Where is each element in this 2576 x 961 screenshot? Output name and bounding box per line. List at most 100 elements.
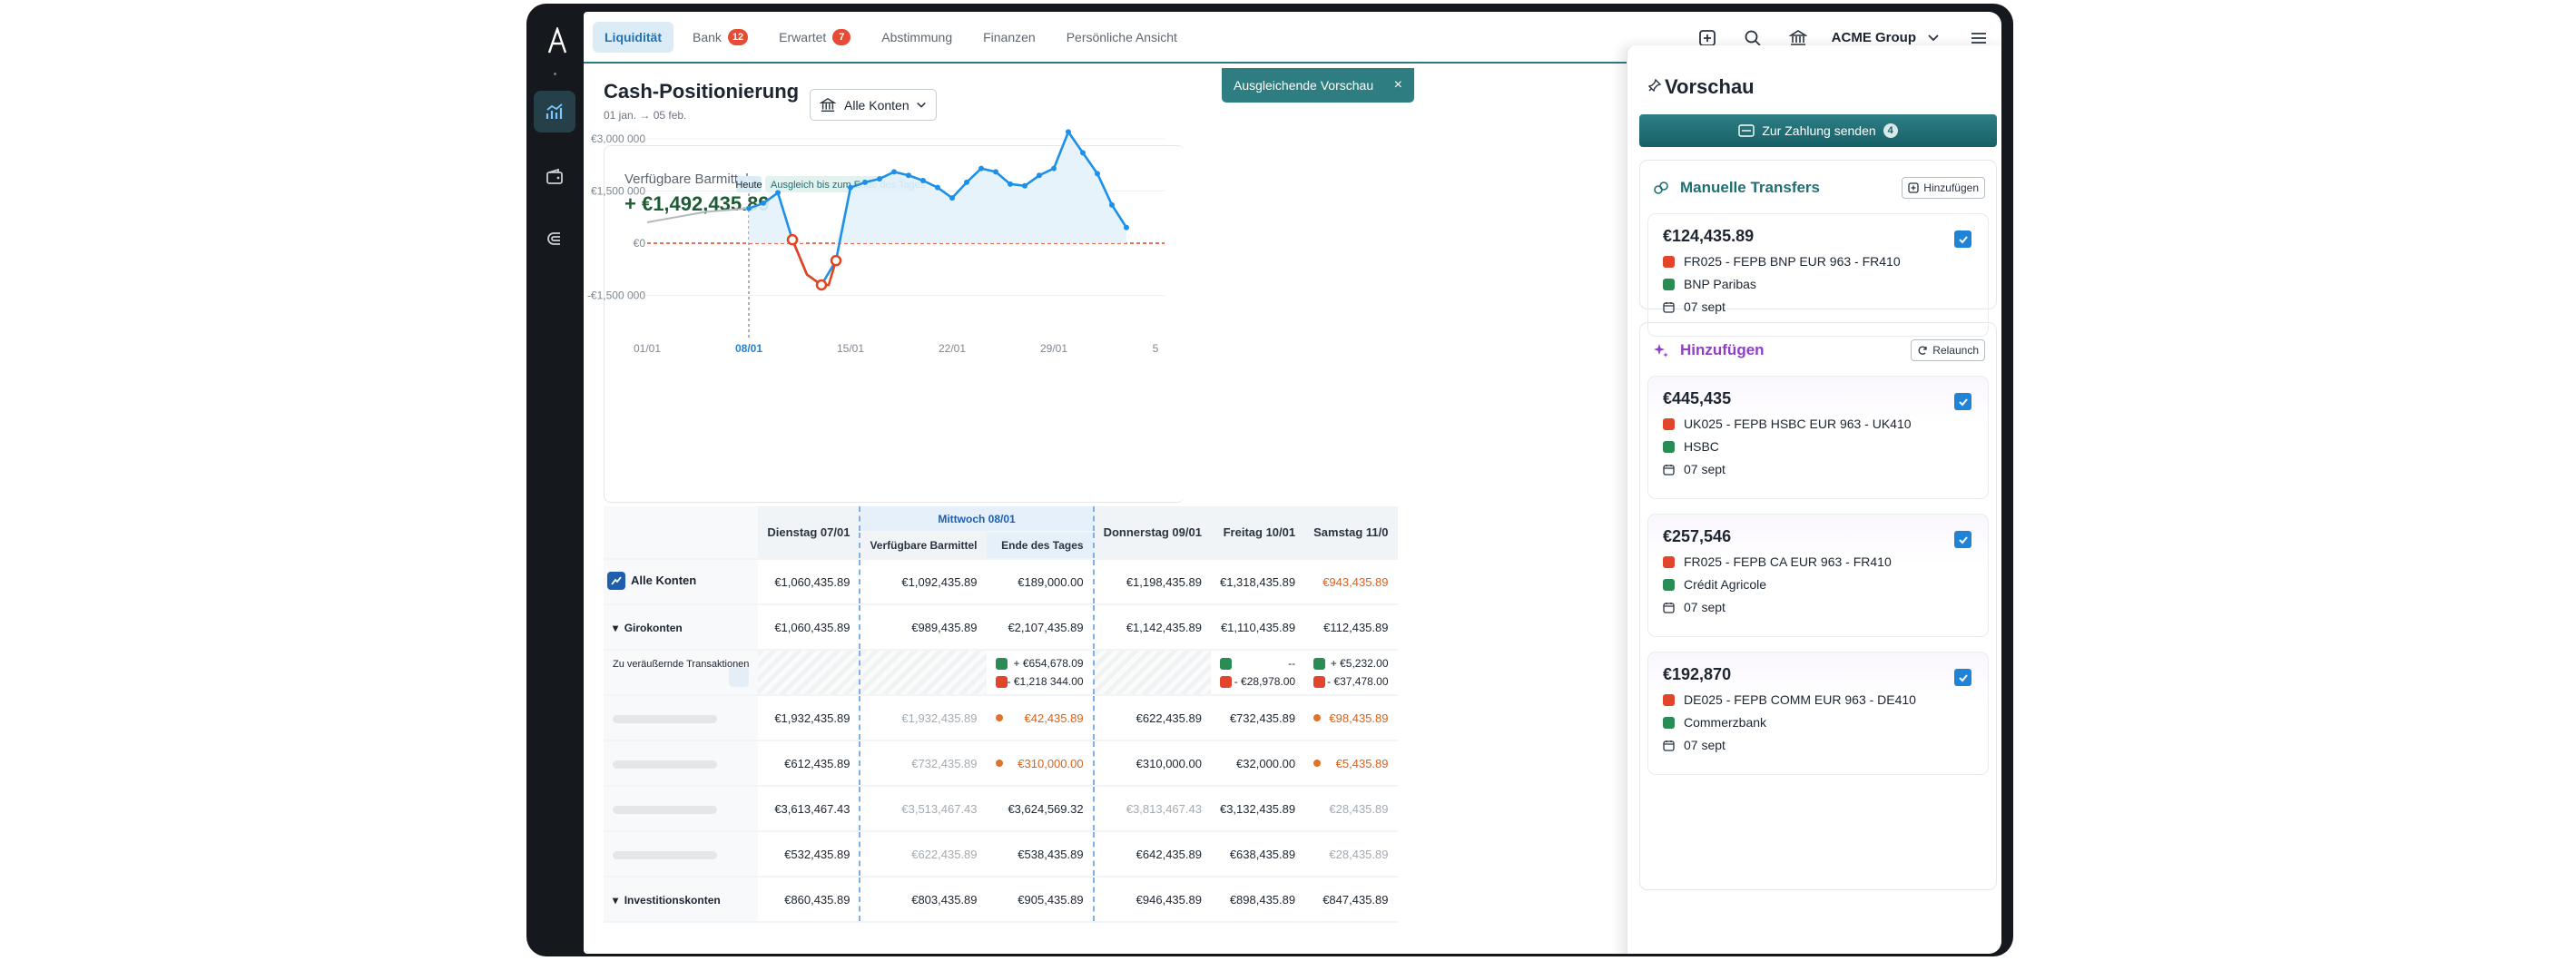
tab-persoenliche-ansicht[interactable]: Persönliche Ansicht [1055,22,1189,53]
relaunch-button[interactable]: Relaunch [1911,339,1985,361]
negative-point [815,279,828,291]
suggested-transfer-card[interactable]: €445,435 UK025 - FEPB HSBC EUR 963 - UK41… [1647,376,1989,499]
table-row[interactable]: €3,613,467.43 €3,513,467.43 €3,624,569.32 €… [604,786,1474,832]
column-header: Dienstag 07/01 [758,506,860,560]
table-cell: €1,110,435.89 [1210,604,1305,651]
cash-line-chart[interactable]: €3,000 000 €1,500 000 €0 -€1,500 000 01/01 08… [584,12,1627,520]
rail-liquidity-button[interactable] [534,91,575,132]
table-cell: €3,813,467.43 [1093,786,1211,832]
forecast-area [749,132,1126,243]
pin-button[interactable] [1643,74,1667,97]
data-point [848,184,853,191]
table-cell: €642,435.89 [1093,831,1211,878]
table-cell: €2,107,435.89 [986,604,1095,651]
transfer-icon [1654,181,1668,194]
y-tick-label: -€1,500 000 [587,289,645,302]
row-label: Alle Konten [604,559,759,605]
side-rail [526,4,584,956]
org-switcher[interactable]: ACME Group [1832,30,1940,45]
row-label[interactable]: ▾ Girokonten [604,604,759,651]
table-row[interactable]: ▾ Investitionskonten €860,435.89 €803,435.… [604,877,1474,923]
table-cell: €1,932,435.89 [758,695,860,741]
table-cell: €32,000.00 [1210,740,1305,787]
tab-bank[interactable]: Bank 12 [681,22,760,53]
checkbox[interactable] [1954,669,1971,686]
suggested-transfers-section: Hinzufügen Relaunch €445,435 UK025 - FEPB… [1639,322,1997,890]
close-icon[interactable]: × [1393,77,1402,93]
table-cell: €3,132,435.89 [1210,786,1305,832]
checkbox[interactable] [1954,230,1971,248]
add-transfer-button[interactable]: Hinzufügen [1902,177,1985,199]
bank-button[interactable] [1783,23,1814,54]
table-row[interactable]: ▾ Girokonten €1,060,435.89 €989,435.89 €2,1… [604,604,1474,651]
suggested-transfer-card[interactable]: €257,546 FR025 - FEPB CA EUR 963 - FR410 C… [1647,514,1989,637]
today-label: Heute [735,180,762,191]
menu-button[interactable] [1963,23,1994,54]
rail-wallet-button[interactable] [534,156,575,198]
suggested-card-list: €445,435 UK025 - FEPB HSBC EUR 963 - UK41… [1647,376,1989,775]
x-tick-label: 08/01 [735,342,762,355]
table-cell: -- - €28,978.00 [1210,650,1305,696]
send-to-payment-label: Zur Zahlung senden [1762,123,1876,138]
x-tick-label: 22/01 [939,342,966,355]
y-tick-label: €3,000 000 [591,132,645,145]
search-button[interactable] [1737,23,1768,54]
transfer-card[interactable]: €124,435.89 FR025 - FEPB BNP EUR 963 - FR… [1647,213,1989,337]
rail-magnet-button[interactable] [534,219,575,260]
tab-erwartet[interactable]: Erwartet 7 [767,22,862,53]
table-row[interactable]: €612,435.89 €732,435.89 €310,000.00 €310,00… [604,740,1474,787]
search-icon [1745,30,1761,46]
data-point [891,169,897,175]
x-tick-label: 5 [1153,342,1159,355]
bank-name: Crédit Agricole [1663,577,1973,592]
data-point [1080,150,1086,156]
row-label [604,831,759,878]
table-cell: €1,142,435.89 [1093,604,1211,651]
tab-label: Liquidität [605,29,662,44]
chart-title: Verfügbare Barmittel [624,172,749,187]
accounts-select[interactable]: Alle Konten [810,89,937,121]
table-cell: €1,932,435.89 [859,695,987,741]
tab-finanzen[interactable]: Finanzen [971,22,1047,53]
row-label [604,786,759,832]
outflow-icon [1663,693,1675,706]
checkbox[interactable] [1954,531,1971,548]
table-row[interactable]: €1,932,435.89 €1,932,435.89 €42,435.89 €622… [604,695,1474,741]
calendar-icon [1663,602,1675,613]
calendar-icon [1663,740,1675,751]
table-cell: €905,435.89 [986,877,1095,923]
toast-label: Ausgleichende Vorschau [1234,78,1374,93]
tab-liquiditaet[interactable]: Liquidität [593,21,673,53]
data-point [993,169,998,175]
table-cell: €898,435.89 [1210,877,1305,923]
pin-icon [1647,78,1662,93]
data-point [775,190,781,196]
tab-abstimmung[interactable]: Abstimmung [870,22,964,53]
table-row[interactable]: Zu veräußernde Transaktionen + €654,678.… [604,650,1474,696]
preview-panel: Vorschau Zur Zahlung senden 4 Manuelle T… [1627,45,2001,954]
add-button[interactable] [1692,23,1723,54]
source-account: FR025 - FEPB CA EUR 963 - FR410 [1663,554,1973,569]
send-to-payment-button[interactable]: Zur Zahlung senden 4 [1639,114,1997,147]
data-point [761,200,766,206]
table-cell: €622,435.89 [1093,695,1211,741]
balancing-preview-toast[interactable]: Ausgleichende Vorschau × [1222,68,1414,103]
suggested-transfer-card[interactable]: €192,870 DE025 - FEPB COMM EUR 963 - DE41… [1647,652,1989,775]
tab-label: Erwartet [779,29,827,44]
table-cell: €1,060,435.89 [758,559,860,605]
logo-icon[interactable] [547,27,567,54]
table-cell: €3,624,569.32 [986,786,1095,832]
row-label[interactable]: ▾ Investitionskonten [604,877,759,923]
table-cell: €42,435.89 [986,695,1095,741]
preview-title: Vorschau [1665,75,1755,98]
column-header: Donnerstag 09/01 [1093,506,1211,560]
hamburger-icon [1971,32,1986,44]
accounts-select-value: Alle Konten [844,97,909,113]
table-row[interactable]: Alle Konten €1,060,435.89 €1,092,435.89 €18… [604,559,1474,605]
checkbox[interactable] [1954,393,1971,410]
header-empty [604,506,759,560]
table-row[interactable]: €532,435.89 €622,435.89 €538,435.89 €642,43… [604,831,1474,878]
inflow-icon [1663,440,1675,453]
table-cell [758,650,860,696]
outflow-icon [1663,417,1675,430]
